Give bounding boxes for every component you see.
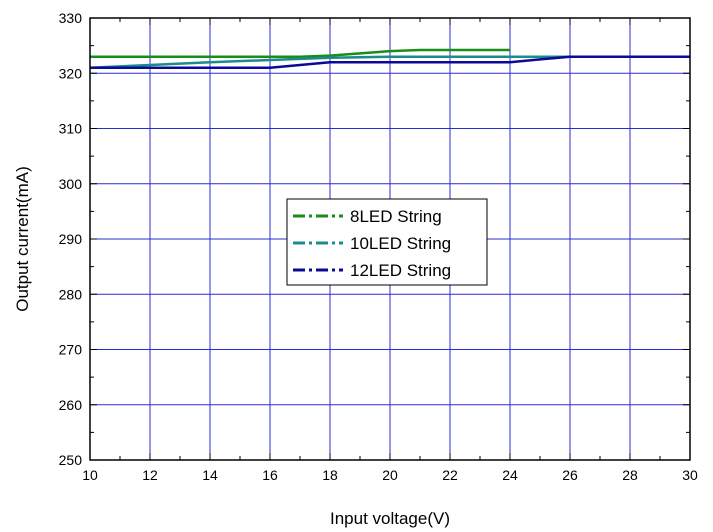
- x-tick-label: 28: [622, 467, 638, 483]
- y-tick-label: 300: [59, 176, 83, 192]
- y-tick-labels: 250 260 270 280 290 300 310 320 330: [59, 10, 83, 468]
- x-tick-labels: 10 12 14 16 18 20 22 24 26 28 30: [82, 467, 698, 483]
- x-tick-label: 16: [262, 467, 278, 483]
- series-line-1: [90, 48, 510, 58]
- y-tick-label: 280: [59, 286, 83, 302]
- x-tick-label: 12: [142, 467, 158, 483]
- y-tick-label: 310: [59, 121, 83, 137]
- x-tick-label: 10: [82, 467, 98, 483]
- y-tick-label: 290: [59, 231, 83, 247]
- x-tick-label: 30: [682, 467, 698, 483]
- legend: 8LED String 10LED String 12LED String: [286, 198, 488, 286]
- legend-item: 12LED String: [293, 261, 451, 280]
- y-tick-label: 320: [59, 65, 83, 81]
- ticks: [89, 17, 691, 461]
- y-tick-label: 270: [59, 342, 83, 358]
- x-tick-label: 14: [202, 467, 218, 483]
- y-axis-title: Output current(mA): [13, 166, 32, 312]
- legend-item: 10LED String: [293, 234, 451, 253]
- series-line-3: [90, 55, 690, 69]
- x-tick-label: 20: [382, 467, 398, 483]
- x-tick-label: 24: [502, 467, 518, 483]
- legend-item: 8LED String: [293, 207, 442, 226]
- legend-label: 10LED String: [350, 234, 451, 253]
- grid: [90, 18, 690, 460]
- legend-label: 12LED String: [350, 261, 451, 280]
- y-tick-label: 250: [59, 452, 83, 468]
- x-tick-label: 26: [562, 467, 578, 483]
- y-tick-label: 330: [59, 10, 83, 26]
- legend-label: 8LED String: [350, 207, 442, 226]
- x-tick-label: 18: [322, 467, 338, 483]
- x-axis-title: Input voltage(V): [330, 509, 450, 528]
- x-tick-label: 22: [442, 467, 458, 483]
- series-lines: [89, 48, 690, 69]
- y-tick-label: 260: [59, 397, 83, 413]
